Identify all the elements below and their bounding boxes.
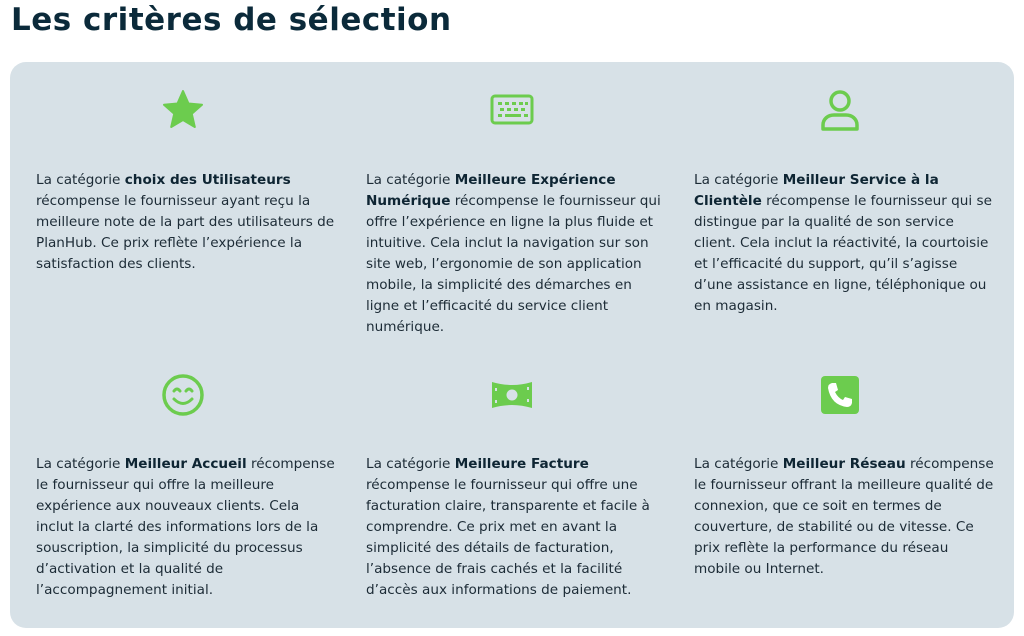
- category-name: Meilleur Réseau: [782, 456, 906, 472]
- category-name: Meilleure Facture: [454, 456, 589, 472]
- criteria-card-digital-experience: La catégorie Meilleure Expérience Numéri…: [366, 172, 661, 335]
- page-title: Les critères de sélection: [11, 2, 452, 38]
- keyboard-icon: [490, 88, 534, 132]
- user-icon: [818, 88, 862, 132]
- criteria-card-billing: La catégorie Meilleure Facture récompens…: [366, 456, 650, 598]
- phone-icon: [818, 373, 862, 417]
- category-name: Meilleur Accueil: [124, 456, 247, 472]
- criteria-card-network: La catégorie Meilleur Réseau récompense …: [694, 456, 994, 577]
- criteria-card-users-choice: La catégorie choix des Utilisateurs réco…: [36, 172, 335, 272]
- star-icon: [161, 88, 205, 132]
- criteria-panel: La catégorie choix des Utilisateurs réco…: [10, 62, 1014, 628]
- smile-icon: [161, 373, 205, 417]
- category-name: Meilleur Service à la Clientèle: [694, 172, 939, 209]
- criteria-card-customer-service: La catégorie Meilleur Service à la Clien…: [694, 172, 992, 314]
- category-name: choix des Utilisateurs: [124, 172, 291, 188]
- category-name: Meilleure Expérience Numérique: [366, 172, 616, 209]
- criteria-card-welcome: La catégorie Meilleur Accueil récompense…: [36, 456, 335, 598]
- money-bill-icon: [490, 373, 534, 417]
